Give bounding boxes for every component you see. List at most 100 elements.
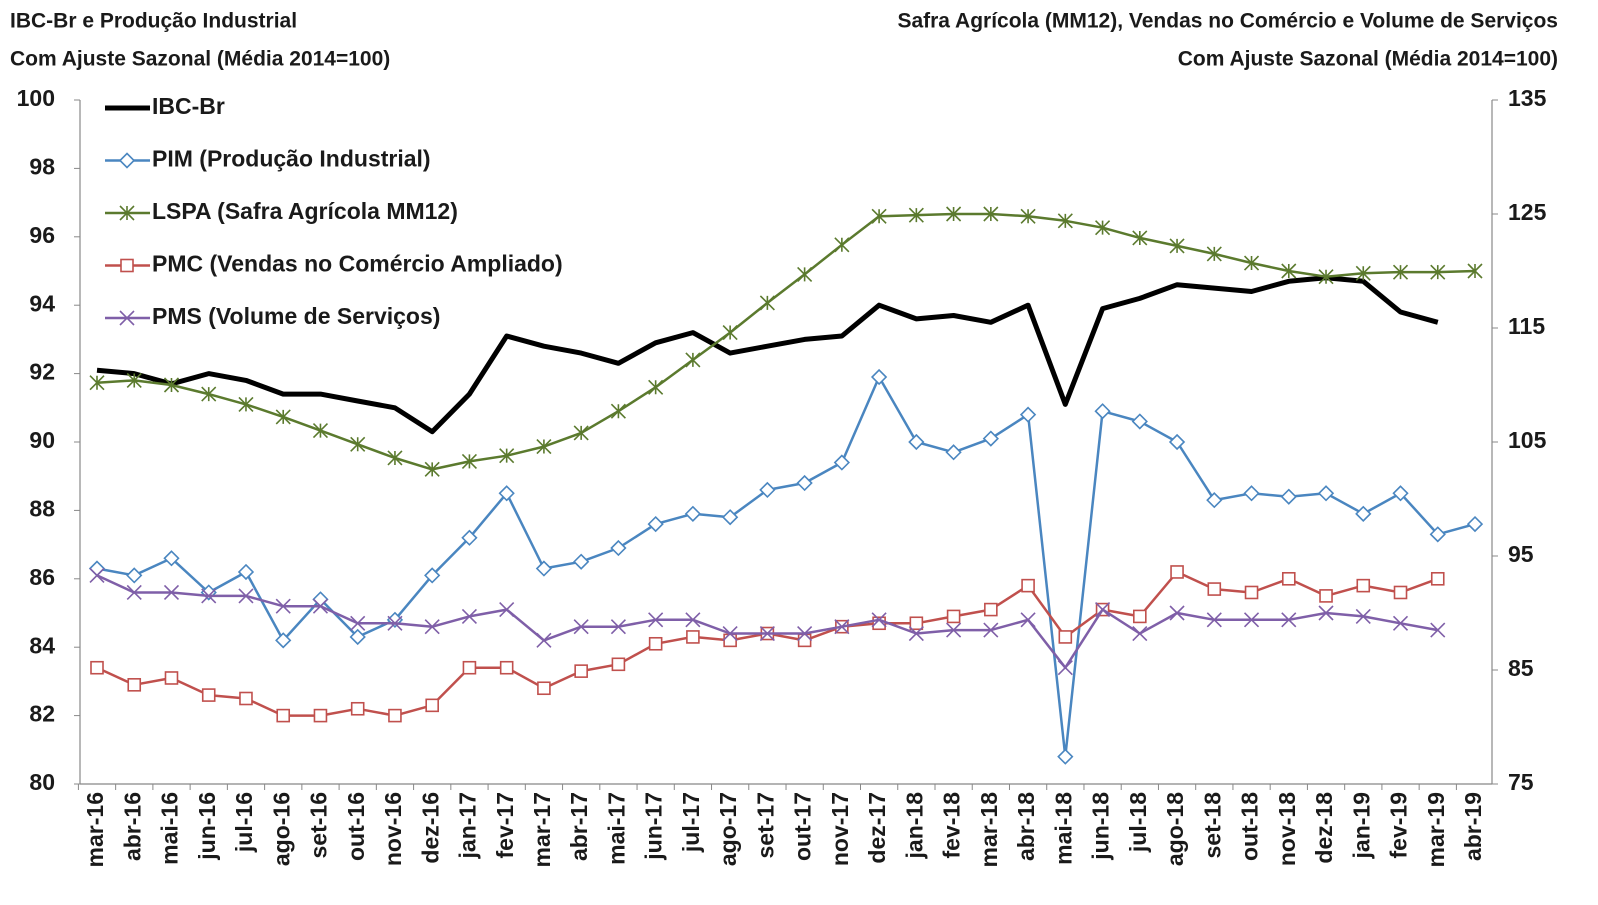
legend-marker (119, 310, 135, 326)
point (350, 436, 366, 452)
point (946, 206, 962, 222)
series-line (96, 275, 1439, 435)
x-tick-label: jun-16 (194, 792, 220, 861)
point (908, 625, 924, 642)
point (870, 368, 888, 386)
point (722, 324, 738, 341)
y-tick-label: 100 (17, 85, 55, 111)
x-tick-label: jun-18 (1088, 792, 1114, 861)
x-tick-label: jul-18 (1125, 792, 1151, 853)
x-tick-label: mai-16 (157, 792, 183, 865)
point (1132, 625, 1148, 642)
x-tick-label: mar-16 (82, 792, 108, 867)
point (610, 539, 627, 557)
point (126, 584, 142, 601)
point (759, 481, 776, 499)
y-tick-label: 84 (29, 632, 55, 658)
x-tick-label: ago-16 (268, 792, 294, 866)
point (648, 379, 664, 395)
legend-label: LSPA (Safra Agrícola MM12) (152, 198, 458, 224)
point (1319, 589, 1333, 603)
point (1206, 246, 1222, 262)
point (759, 625, 775, 642)
x-tick-label: jan-18 (901, 792, 927, 860)
point (312, 598, 329, 614)
point (1058, 630, 1073, 644)
point (722, 509, 739, 526)
y-tick-label: 98 (29, 153, 55, 179)
point (1430, 571, 1445, 586)
x-tick-label: fev-17 (492, 792, 518, 858)
y-tick-label: 90 (29, 427, 55, 453)
x-tick-label: abr-17 (566, 792, 592, 861)
point (387, 615, 403, 631)
point (537, 681, 551, 696)
point (1430, 622, 1446, 638)
point (349, 628, 366, 646)
legend-marker (118, 152, 136, 169)
x-tick-label: abr-18 (1013, 792, 1039, 861)
point (1094, 403, 1111, 420)
point (1095, 220, 1111, 236)
point (313, 708, 328, 723)
point (127, 678, 142, 692)
point (89, 567, 105, 583)
y2-tick-label: 105 (1508, 427, 1547, 453)
x-tick-label: abr-19 (1460, 792, 1486, 861)
x-tick-label: ago-17 (715, 792, 741, 866)
point (1057, 660, 1073, 676)
y2-tick-label: 135 (1508, 85, 1547, 111)
point (425, 698, 439, 713)
point (684, 505, 702, 522)
point (834, 237, 850, 253)
x-tick-label: dez-16 (417, 792, 443, 864)
point (648, 612, 664, 628)
point (1169, 238, 1185, 254)
legend-label: IBC-Br (152, 93, 225, 119)
legend-marker (120, 258, 134, 273)
point (163, 550, 180, 567)
point (573, 553, 590, 570)
point (982, 430, 999, 447)
point (536, 438, 552, 455)
point (126, 372, 142, 389)
point (499, 448, 515, 464)
point (797, 633, 812, 648)
point (461, 608, 477, 624)
point (387, 450, 403, 466)
point (946, 609, 961, 624)
y-tick-label: 88 (29, 495, 55, 521)
point (1243, 485, 1260, 502)
point (201, 386, 217, 402)
legend-label: PMS (Volume de Serviços) (152, 303, 440, 329)
x-tick-label: nov-17 (827, 792, 853, 866)
point (499, 602, 515, 618)
x-tick-label: jul-16 (231, 792, 257, 853)
point (275, 598, 291, 614)
point (1355, 265, 1371, 281)
y2-tick-label: 115 (1508, 313, 1545, 339)
point (424, 567, 441, 584)
series-line (96, 570, 1439, 717)
point (1169, 605, 1185, 621)
point (648, 636, 663, 651)
point (89, 375, 105, 391)
point (1429, 526, 1446, 543)
x-tick-label: jul-17 (678, 792, 704, 853)
point (796, 474, 813, 492)
point (1317, 485, 1335, 502)
series-line (96, 574, 1439, 669)
point (350, 615, 366, 631)
point (1244, 585, 1259, 600)
point (126, 567, 143, 584)
point (312, 423, 329, 439)
point (1168, 433, 1186, 451)
point (163, 584, 180, 601)
x-tick-label: fev-19 (1386, 792, 1412, 858)
point (1095, 602, 1111, 618)
point (983, 622, 999, 638)
point (1281, 571, 1296, 586)
point (388, 708, 402, 723)
y2-tick-label: 95 (1508, 541, 1534, 567)
point (759, 295, 775, 311)
